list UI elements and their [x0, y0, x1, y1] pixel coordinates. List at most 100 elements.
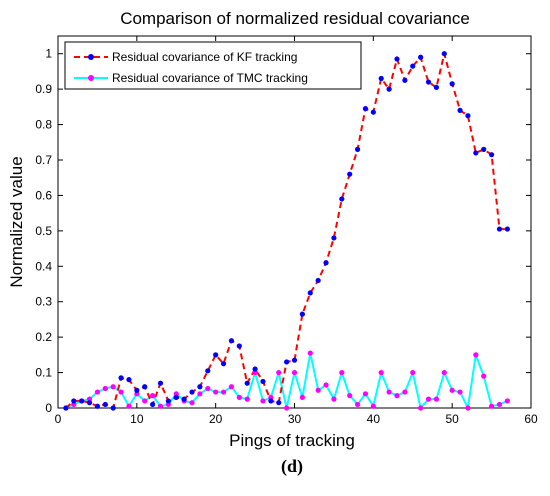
series-0-point [386, 86, 392, 92]
series-1-point [410, 369, 416, 376]
series-0-point [150, 401, 156, 408]
series-0-point [370, 109, 376, 115]
series-1-point [425, 396, 432, 402]
series-0-point [441, 51, 447, 57]
y-tick-label: 0.7 [35, 153, 52, 167]
series-0-point [347, 171, 353, 177]
series-0-point [252, 366, 258, 372]
x-tick-label: 30 [288, 412, 302, 426]
y-tick-label: 0.5 [35, 224, 52, 238]
series-1-point [418, 405, 424, 411]
series-0-point [157, 380, 164, 386]
series-0-point [457, 107, 463, 113]
series-0-point [228, 338, 235, 344]
series-1-point [362, 391, 369, 397]
series-0-point [165, 398, 171, 404]
series-0-point [71, 398, 77, 404]
series-0-point [197, 384, 203, 390]
series-0-point [410, 63, 416, 69]
plot-area [57, 35, 532, 409]
series-1-point [126, 403, 132, 409]
x-tick-label: 60 [524, 412, 538, 426]
series-layer [63, 51, 510, 412]
legend-box [64, 41, 362, 90]
series-1-point [441, 369, 447, 376]
series-1-point [394, 393, 400, 399]
series-0-point [205, 368, 211, 374]
series-0-point [181, 396, 187, 402]
series-0-point [291, 357, 298, 363]
y-tick-label: 0.1 [35, 366, 52, 380]
series-0-point [79, 398, 85, 404]
series-1-point [370, 403, 376, 409]
series-1-point [94, 389, 101, 395]
series-1-point [118, 389, 124, 395]
series-1-point [488, 403, 495, 409]
series-0-point [236, 343, 242, 349]
series-1-point [496, 401, 503, 408]
series-0-point [268, 398, 274, 404]
series-0-point [134, 387, 140, 393]
series-0-point [425, 79, 432, 85]
series-1-point [142, 398, 148, 404]
series-0-point [244, 380, 250, 386]
series-0-point [354, 146, 361, 152]
series-0-point [362, 106, 369, 112]
series-0-point [331, 235, 337, 241]
series-0-point [94, 403, 101, 409]
series-0-point [118, 375, 124, 381]
legend-label-kf: Residual covariance of KF tracking [112, 50, 297, 64]
series-1-point [205, 385, 211, 392]
x-tick-label: 10 [130, 412, 144, 426]
x-axis: 0 10 20 30 40 50 60 [55, 36, 538, 426]
series-0-point [110, 405, 116, 411]
series-1-point [150, 393, 156, 399]
y-tick-label: 0.9 [35, 82, 52, 96]
series-1-point [354, 401, 361, 408]
series-0-point [260, 378, 266, 385]
series-0-point [284, 359, 290, 365]
y-tick-label: 0 [45, 401, 52, 415]
series-0-point [102, 401, 108, 408]
series-0-point [433, 84, 439, 90]
y-axis-label: Normalized value [7, 156, 26, 287]
series-0-point [378, 75, 384, 82]
x-tick-label: 20 [209, 412, 223, 426]
series-0-point [142, 384, 148, 390]
series-1-point [473, 352, 479, 358]
series-0-point [307, 290, 313, 296]
series-1-point [102, 385, 108, 392]
y-tick-label: 0.4 [35, 259, 52, 273]
series-1-point [378, 369, 384, 376]
y-tick-label: 0.2 [35, 330, 52, 344]
series-0-point [402, 77, 408, 83]
series-0-point [213, 352, 219, 358]
series-0-point [418, 54, 424, 60]
series-1-point [291, 369, 298, 376]
series-0-point [189, 389, 195, 395]
series-0-point [63, 405, 69, 411]
series-1-point [189, 400, 195, 406]
series-0-point [339, 196, 345, 202]
series-0-point [220, 361, 227, 367]
y-tick-label: 0.8 [35, 118, 52, 132]
y-tick-label: 0.6 [35, 188, 52, 202]
series-1-point [323, 382, 329, 388]
legend-swatch-tmc-marker [88, 75, 94, 81]
series-0-point [276, 400, 282, 406]
series-1-point [260, 398, 266, 404]
series-0-point [299, 311, 305, 317]
legend-label-tmc: Residual covariance of TMC tracking [112, 71, 308, 85]
series-0-point [86, 400, 93, 406]
series-1-point [504, 398, 510, 404]
series-0-point [173, 394, 179, 400]
series-0-point [449, 81, 455, 87]
figure-caption: (d) [281, 456, 303, 477]
x-axis-label: Pings of tracking [229, 431, 355, 450]
legend: Residual covariance of KF tracking Resid… [64, 41, 362, 90]
legend-swatch-kf-marker [88, 54, 94, 60]
series-1-point [299, 394, 305, 400]
series-1-point [457, 389, 463, 395]
series-1-point [449, 387, 455, 393]
